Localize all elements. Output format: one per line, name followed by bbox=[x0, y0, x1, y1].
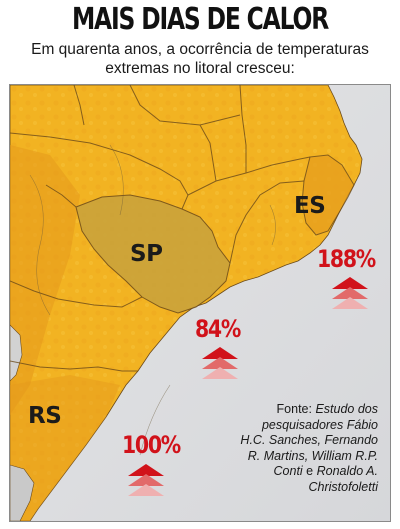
map-graphic bbox=[10, 85, 390, 521]
source-connector: e bbox=[302, 464, 317, 478]
state-label-rs: RS bbox=[28, 403, 62, 429]
es-state bbox=[301, 154, 355, 236]
page-title: MAIS DIAS DE CALOR bbox=[71, 2, 329, 37]
subtitle-line-1: Em quarenta anos, a ocorrência de temper… bbox=[31, 41, 369, 58]
subtitle-line-2: extremas no litoral cresceu: bbox=[105, 60, 295, 77]
map: ES SP RS 188% 84% 100% bbox=[9, 84, 391, 522]
page-subtitle: Em quarenta anos, a ocorrência de temper… bbox=[0, 40, 400, 78]
state-borders bbox=[10, 85, 311, 372]
arrow-up-icon bbox=[128, 464, 164, 496]
state-label-es: ES bbox=[294, 193, 326, 219]
land-shade-south bbox=[10, 375, 120, 521]
source-text: Estudo dos pesquisadores Fábio H.C. Sanc… bbox=[240, 402, 378, 478]
land-shade-west bbox=[10, 145, 80, 415]
arrow-up-icon bbox=[332, 277, 368, 309]
state-label-sp: SP bbox=[130, 241, 163, 267]
increase-es: 188% bbox=[317, 245, 376, 273]
source-prefix: Fonte: bbox=[276, 402, 316, 416]
argentina-strip bbox=[10, 324, 23, 382]
source-text-2: Ronaldo A. Christofoletti bbox=[308, 464, 378, 494]
source-credit: Fonte: Estudo dos pesquisadores Fábio H.… bbox=[238, 402, 378, 495]
increase-sp: 84% bbox=[195, 315, 241, 343]
rivers bbox=[29, 144, 276, 456]
sp-state bbox=[75, 194, 231, 314]
increase-rs: 100% bbox=[122, 431, 181, 459]
uruguay bbox=[10, 464, 35, 521]
arrow-up-icon bbox=[202, 347, 238, 379]
